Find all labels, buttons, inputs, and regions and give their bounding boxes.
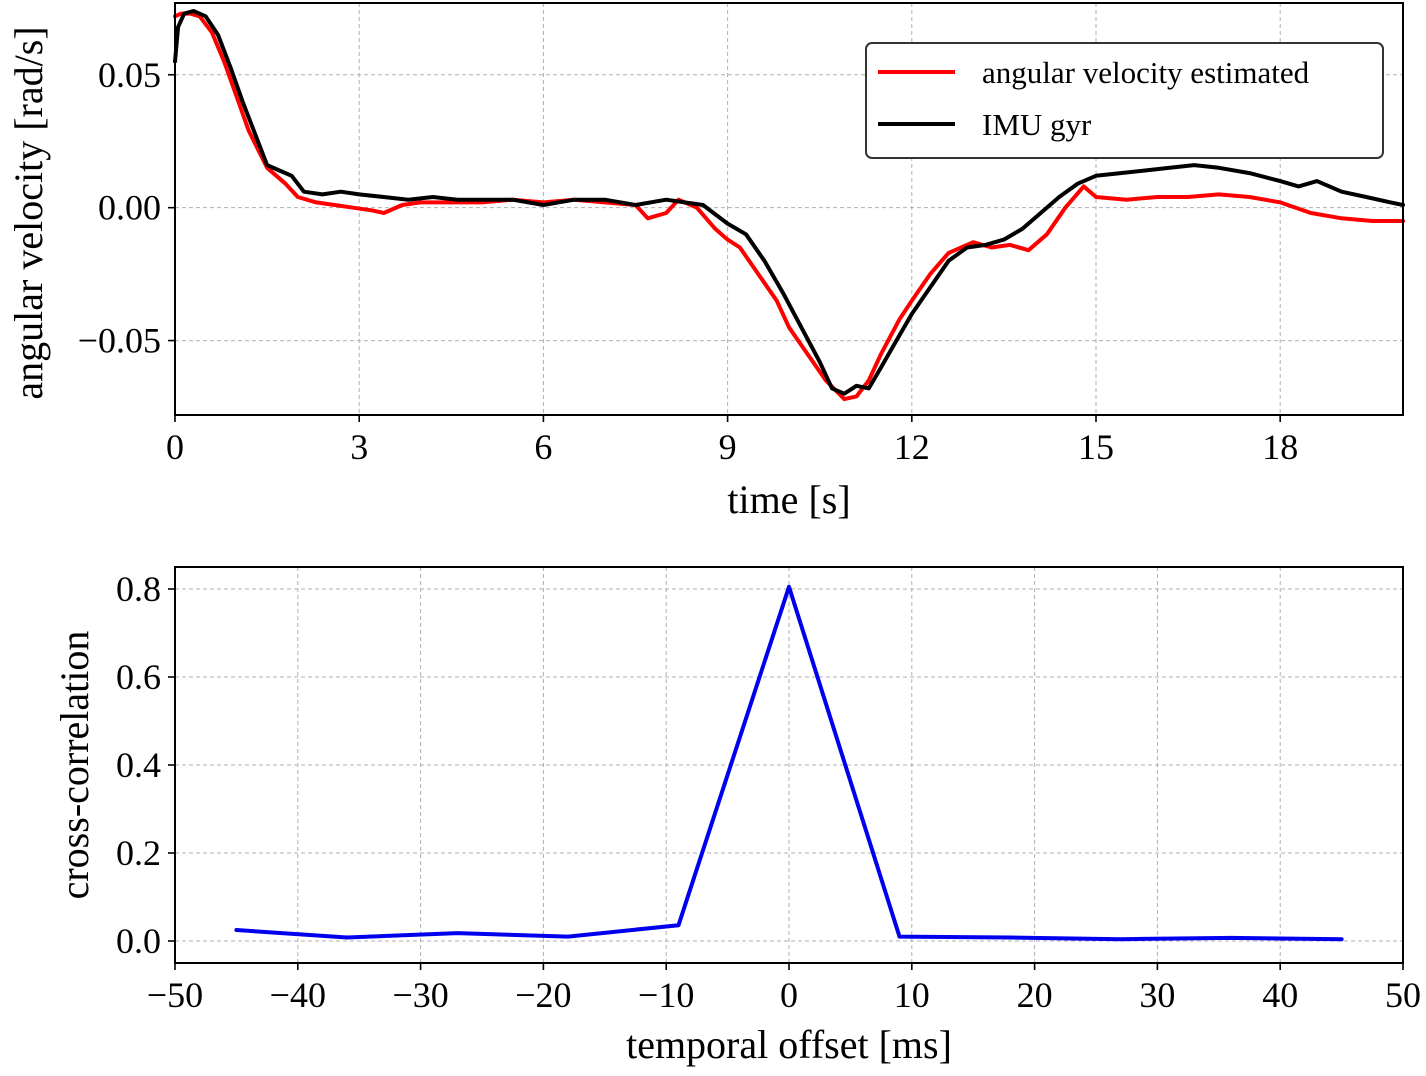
bottom-ticks: −50 −40 −30 −20 −10 0 10 20 30 40 50 0.0 0.2 0.4 0.6 0.…	[116, 569, 1421, 1015]
bottom-x-tick-label: 30	[1139, 975, 1175, 1015]
series-line-angular-velocity-estimated	[173, 11, 1405, 402]
legend-label-imu: IMU gyr	[982, 107, 1092, 142]
series-line-imu-gyr	[173, 9, 1405, 396]
series-line-cross-correlation	[234, 584, 1344, 942]
bottom-x-tick-label: 50	[1385, 975, 1421, 1015]
top-x-tick-label: 3	[350, 427, 368, 467]
top-series	[173, 9, 1405, 402]
bottom-x-tick-label: −10	[638, 975, 694, 1015]
top-y-tick-label: 0.00	[98, 188, 161, 228]
bottom-x-tick-label: −40	[270, 975, 326, 1015]
legend: angular velocity estimated IMU gyr	[865, 42, 1384, 159]
bottom-x-tick-label: 20	[1017, 975, 1053, 1015]
bottom-y-axis-label: cross-correlation	[52, 631, 97, 900]
top-y-tick-label: 0.05	[98, 55, 161, 95]
legend-label-estimated: angular velocity estimated	[982, 55, 1310, 90]
bottom-y-tick-label: 0.2	[116, 833, 161, 873]
top-x-tick-label: 0	[166, 427, 184, 467]
bottom-x-tick-label: −30	[392, 975, 448, 1015]
legend-box	[865, 42, 1384, 159]
bottom-x-tick-label: 10	[894, 975, 930, 1015]
bottom-series	[234, 584, 1344, 942]
top-x-tick-label: 12	[894, 427, 930, 467]
top-y-tick-label: −0.05	[78, 321, 161, 361]
top-x-tick-label: 15	[1078, 427, 1114, 467]
bottom-x-tick-label: −50	[147, 975, 203, 1015]
top-plot-frame	[174, 2, 1404, 416]
top-x-tick-label: 9	[719, 427, 737, 467]
bottom-y-tick-label: 0.6	[116, 657, 161, 697]
bottom-y-tick-label: 0.8	[116, 569, 161, 609]
top-x-tick-label: 6	[534, 427, 552, 467]
top-x-axis-label: time [s]	[727, 477, 850, 522]
bottom-x-tick-label: −20	[515, 975, 571, 1015]
bottom-grid	[174, 567, 1404, 963]
bottom-y-tick-label: 0.4	[116, 745, 161, 785]
bottom-y-tick-label: 0.0	[116, 921, 161, 961]
bottom-x-axis-label: temporal offset [ms]	[626, 1022, 952, 1067]
bottom-x-tick-label: 40	[1262, 975, 1298, 1015]
cross-correlation-chart: −50 −40 −30 −20 −10 0 10 20 30 40 50 0.0 0.2 0.4 0.6 0.…	[52, 566, 1421, 1067]
top-ticks: 0 3 6 9 12 15 18 −0.05 0.00 0.05	[78, 55, 1299, 467]
top-y-axis-label: angular velocity [rad/s]	[6, 26, 51, 399]
angular-velocity-chart: 0 3 6 9 12 15 18 −0.05 0.00 0.05 time [s] angular…	[6, 2, 1405, 522]
bottom-x-tick-label: 0	[780, 975, 798, 1015]
top-x-tick-label: 18	[1262, 427, 1298, 467]
